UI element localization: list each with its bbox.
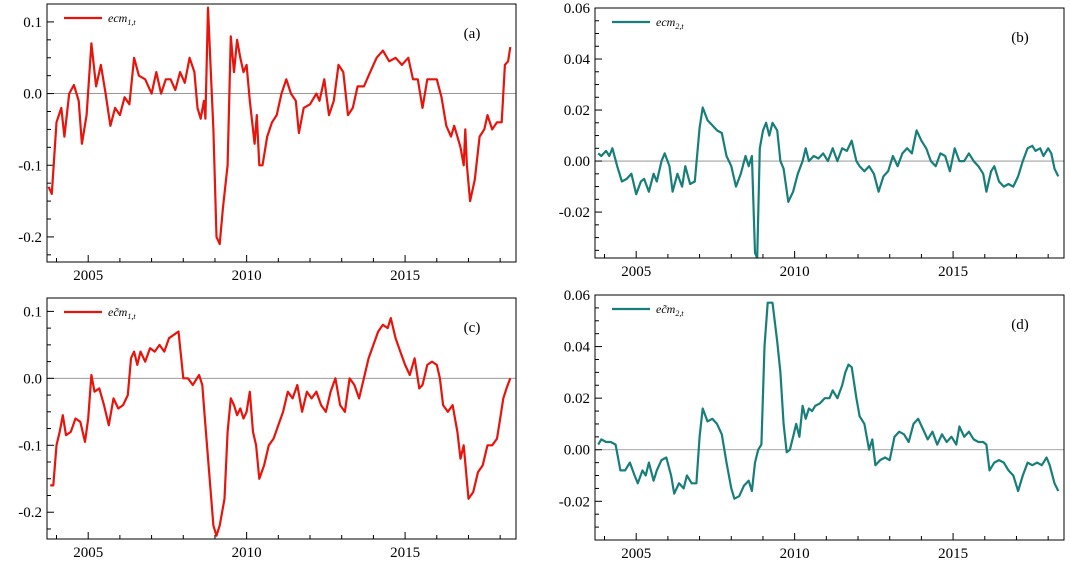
y-tick-label: 0.06 xyxy=(564,1,591,17)
series-line-b xyxy=(597,106,1060,258)
y-tick-label: 0.04 xyxy=(564,52,591,68)
legend-label: ec̃m2,t xyxy=(656,302,684,318)
x-tick-label: 2005 xyxy=(621,264,651,280)
y-tick-label: -0.2 xyxy=(18,230,42,246)
series-line-d xyxy=(597,301,1060,500)
x-tick-label: 2005 xyxy=(621,546,651,562)
x-tick-label: 2010 xyxy=(780,546,810,562)
x-tick-label: 2005 xyxy=(73,268,103,284)
x-tick-label: 2005 xyxy=(73,545,103,561)
series-line-a xyxy=(47,6,512,246)
y-tick-label: 0.0 xyxy=(23,371,42,387)
plot-frame xyxy=(594,294,1065,541)
y-tick-label: 0.1 xyxy=(23,15,42,31)
legend-label: ecm2,t xyxy=(656,15,684,31)
panel-label: (d) xyxy=(1011,317,1029,333)
y-tick-label: 0.00 xyxy=(564,443,590,459)
x-tick-label: 2015 xyxy=(938,264,968,280)
x-tick-label: 2015 xyxy=(390,268,420,284)
y-tick-label: 0.1 xyxy=(23,304,42,320)
x-tick-label: 2010 xyxy=(780,264,810,280)
panel-d: 0.06 0.04 0.02 0.00 -0.02 2005 2010 2015 ec̃m2,t… xyxy=(559,288,1065,562)
x-tick-label: 2010 xyxy=(232,545,262,561)
x-tick-label: 2010 xyxy=(232,268,262,284)
panel-label: (a) xyxy=(464,26,481,42)
panel-a: 0.1 0.0 -0.1 -0.2 2005 2010 2015 ecm1,t (a) xyxy=(18,3,517,284)
plot-frame xyxy=(46,297,517,540)
y-tick-label: 0.0 xyxy=(23,87,42,103)
panel-label: (b) xyxy=(1011,30,1029,46)
y-tick-label: -0.2 xyxy=(18,505,42,521)
y-tick-label: -0.02 xyxy=(559,494,590,510)
y-tick-label: -0.1 xyxy=(18,158,42,174)
legend-label: ec̃m1,t xyxy=(108,305,136,321)
y-tick-label: 0.04 xyxy=(564,340,591,356)
y-tick-label: -0.02 xyxy=(559,205,590,221)
y-tick-label: 0.02 xyxy=(564,391,590,407)
y-tick-label: 0.00 xyxy=(564,154,590,170)
legend-label: ecm1,t xyxy=(108,11,136,27)
y-tick-label: 0.02 xyxy=(564,103,590,119)
panel-b: 0.06 0.04 0.02 0.00 -0.02 2005 2010 2015 ecm2,t (… xyxy=(559,1,1065,280)
x-tick-label: 2015 xyxy=(390,545,420,561)
panel-c: 0.1 0.0 -0.1 -0.2 2005 2010 2015 ec̃m1,t (c) xyxy=(18,297,517,561)
panel-label: (c) xyxy=(464,320,481,336)
plot-frame xyxy=(594,7,1065,259)
y-tick-label: 0.06 xyxy=(564,288,591,304)
plot-frame xyxy=(46,3,517,263)
x-tick-label: 2015 xyxy=(938,546,968,562)
series-line-c xyxy=(50,317,512,537)
y-tick-label: -0.1 xyxy=(18,438,42,454)
